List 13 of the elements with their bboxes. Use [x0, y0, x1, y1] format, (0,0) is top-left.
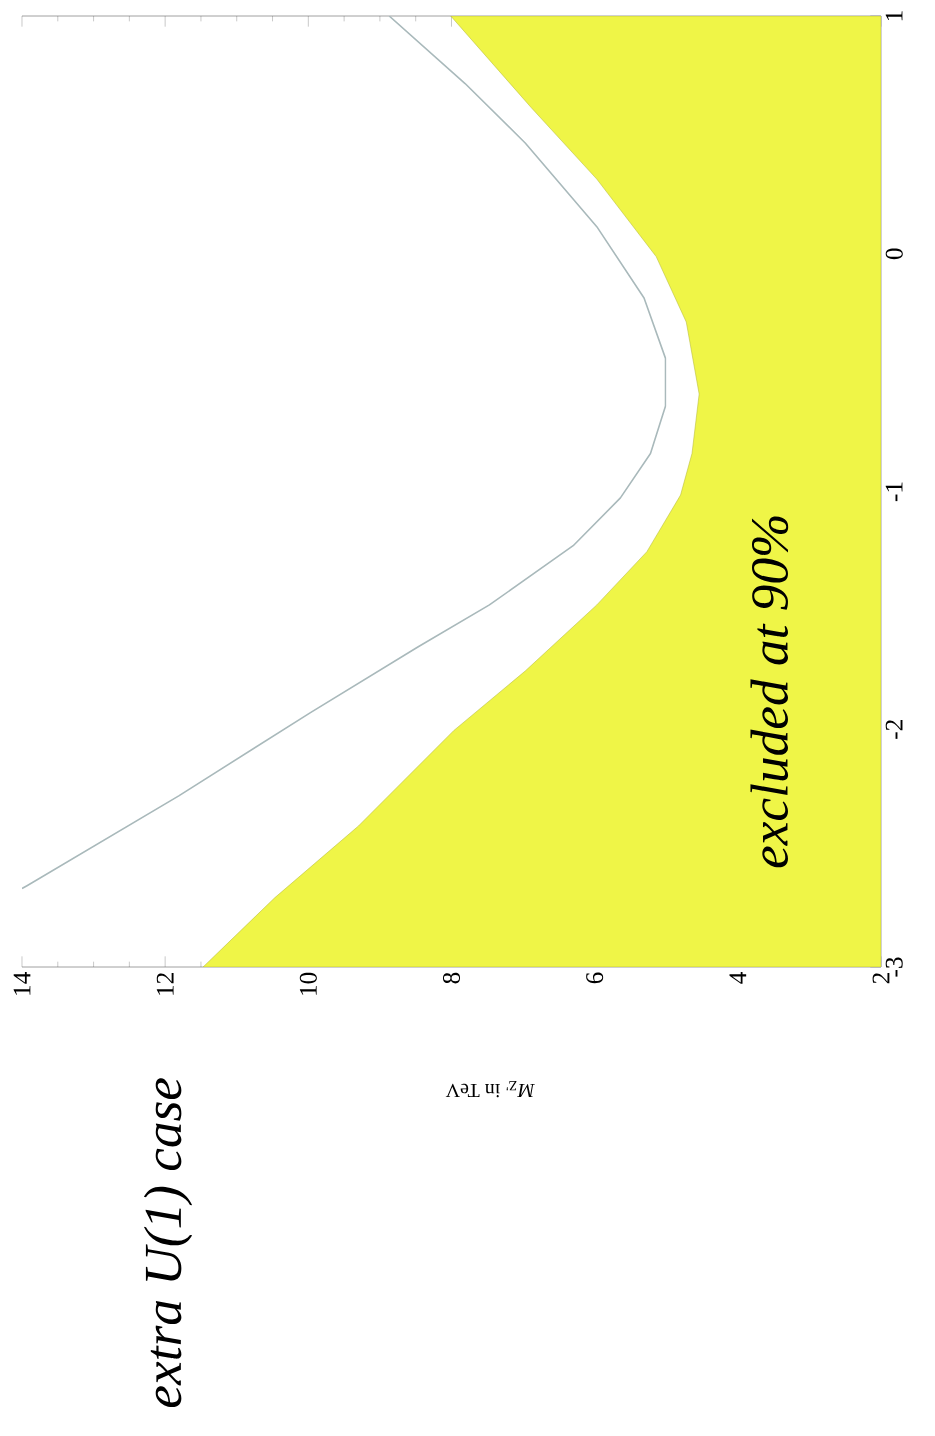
x-tick-label: 10 [299, 972, 317, 995]
x-tick-label: 6 [586, 972, 604, 984]
x-tick-label: 8 [442, 972, 461, 984]
y-tick-label: 1 [885, 11, 903, 21]
text: extra U(1) case [143, 1078, 193, 1408]
y-tick-label: -1 [885, 482, 903, 502]
annotation: excluded at 90% [750, 516, 789, 868]
x-tick-label: 12 [156, 973, 174, 995]
x-axis-title: M$_{Z'}$ in TeV [445, 1081, 535, 1098]
y-tick-label: -2 [885, 720, 903, 739]
x-tick-label: 4 [729, 972, 747, 984]
y-tick-label: 0 [885, 248, 903, 260]
x-tick-label: 14 [13, 972, 31, 995]
